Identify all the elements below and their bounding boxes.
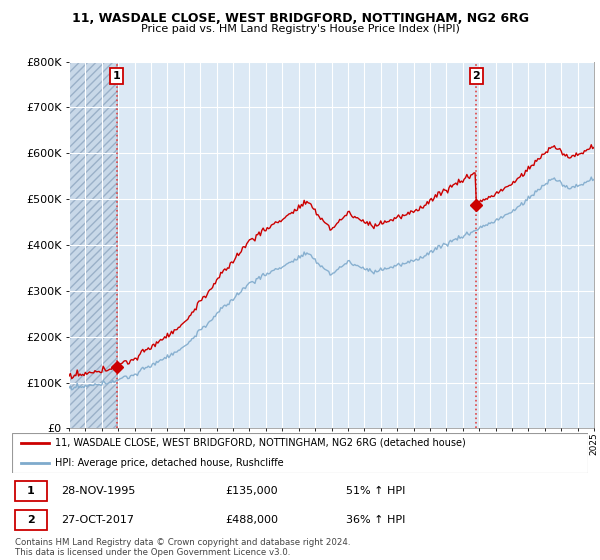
FancyBboxPatch shape	[15, 481, 47, 501]
Text: £135,000: £135,000	[225, 486, 278, 496]
Text: 51% ↑ HPI: 51% ↑ HPI	[346, 486, 406, 496]
Text: 11, WASDALE CLOSE, WEST BRIDGFORD, NOTTINGHAM, NG2 6RG: 11, WASDALE CLOSE, WEST BRIDGFORD, NOTTI…	[71, 12, 529, 25]
Text: Contains HM Land Registry data © Crown copyright and database right 2024.
This d: Contains HM Land Registry data © Crown c…	[15, 538, 350, 557]
FancyBboxPatch shape	[15, 510, 47, 530]
Text: 27-OCT-2017: 27-OCT-2017	[61, 515, 134, 525]
Text: HPI: Average price, detached house, Rushcliffe: HPI: Average price, detached house, Rush…	[55, 458, 284, 468]
Text: 2: 2	[27, 515, 35, 525]
Text: Price paid vs. HM Land Registry's House Price Index (HPI): Price paid vs. HM Land Registry's House …	[140, 24, 460, 34]
Text: £488,000: £488,000	[225, 515, 278, 525]
Text: 36% ↑ HPI: 36% ↑ HPI	[346, 515, 406, 525]
Text: 2: 2	[472, 71, 480, 81]
Text: 1: 1	[27, 486, 35, 496]
FancyBboxPatch shape	[12, 433, 588, 473]
Bar	[69, 62, 116, 428]
Text: 28-NOV-1995: 28-NOV-1995	[61, 486, 136, 496]
Text: 1: 1	[113, 71, 121, 81]
Text: 11, WASDALE CLOSE, WEST BRIDGFORD, NOTTINGHAM, NG2 6RG (detached house): 11, WASDALE CLOSE, WEST BRIDGFORD, NOTTI…	[55, 438, 466, 448]
